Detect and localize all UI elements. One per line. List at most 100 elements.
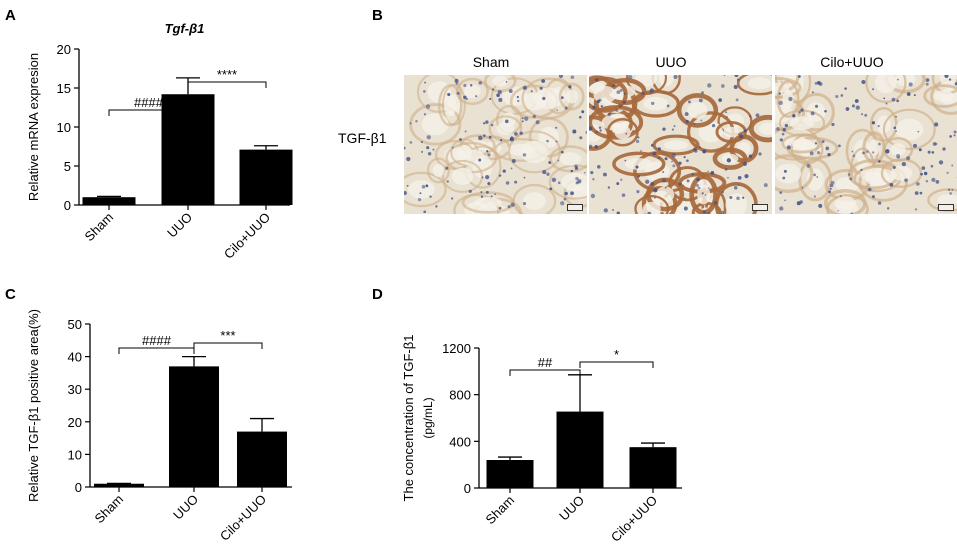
chart-a-significance-label: **** xyxy=(217,67,237,82)
nucleus xyxy=(814,81,818,85)
nucleus xyxy=(723,75,726,77)
nucleus xyxy=(420,141,423,144)
tubule-lumen xyxy=(565,89,579,104)
nucleus xyxy=(549,187,553,191)
nucleus xyxy=(516,99,520,103)
micrograph-cilo-uuo xyxy=(775,75,957,214)
nucleus xyxy=(511,158,516,163)
nucleus xyxy=(783,169,787,173)
nucleus xyxy=(827,152,831,157)
nucleus xyxy=(532,114,536,119)
nucleus xyxy=(535,120,540,125)
nucleus xyxy=(698,98,703,103)
chart-d-significance-bracket xyxy=(509,369,581,376)
nucleus xyxy=(446,180,449,183)
nucleus xyxy=(652,151,657,156)
nucleus xyxy=(737,175,742,180)
chart-c-y-tick-label: 30 xyxy=(68,382,82,397)
nucleus xyxy=(779,138,783,142)
nucleus xyxy=(664,157,668,161)
nucleus xyxy=(913,143,917,148)
nucleus xyxy=(891,97,896,102)
nucleus xyxy=(425,104,431,109)
nucleus xyxy=(697,186,701,190)
nucleus xyxy=(724,167,728,171)
tubule-lumen xyxy=(451,167,474,185)
chart-d-significance-label: ## xyxy=(538,355,553,370)
nucleus xyxy=(455,82,458,85)
nucleus xyxy=(684,112,689,116)
chart-a-tgf-b1-mrna: Tgf-β1 0 5 10 15 20 Relative mRNA expresion Sha… xyxy=(26,21,293,262)
chart-a-y-tick-label: 20 xyxy=(57,42,71,57)
nucleus xyxy=(673,75,678,80)
nucleus xyxy=(885,102,888,105)
nucleus xyxy=(599,129,602,132)
nucleus xyxy=(860,168,863,172)
nucleus xyxy=(839,195,842,198)
nucleus xyxy=(583,171,586,174)
nucleus xyxy=(598,126,602,129)
chart-d-bar-cilo-uuo xyxy=(629,447,677,488)
nucleus xyxy=(798,75,801,78)
chart-c-y-tick-label: 20 xyxy=(68,415,82,430)
nucleus xyxy=(809,151,814,156)
chart-d-significance-label: * xyxy=(614,347,619,362)
nucleus xyxy=(684,197,686,200)
nucleus xyxy=(650,182,655,186)
nucleus xyxy=(949,135,952,138)
nucleus xyxy=(867,187,872,192)
nucleus xyxy=(481,176,484,179)
nucleus xyxy=(678,161,682,165)
nucleus xyxy=(720,84,725,88)
nucleus xyxy=(850,212,853,214)
nucleus xyxy=(744,174,749,179)
tubule-lumen xyxy=(937,194,957,206)
nucleus xyxy=(546,139,549,143)
nucleus xyxy=(734,75,739,78)
nucleus xyxy=(792,114,796,118)
nucleus xyxy=(551,177,557,182)
nucleus xyxy=(693,123,696,125)
nucleus xyxy=(623,92,627,95)
chart-d-x-tick-label-sham: Sham xyxy=(482,493,517,528)
nucleus xyxy=(556,109,559,112)
nucleus xyxy=(736,196,740,201)
nucleus xyxy=(615,108,619,112)
chart-a-significance-bracket xyxy=(108,109,189,116)
nucleus xyxy=(432,148,435,151)
tubule-lumen xyxy=(789,116,815,131)
micrograph-uuo xyxy=(589,75,772,214)
tubule xyxy=(823,189,867,214)
chart-c-significance-label: #### xyxy=(142,333,172,348)
chart-a-y-tick-label: 0 xyxy=(64,198,71,213)
nucleus xyxy=(498,174,502,177)
nucleus xyxy=(934,122,939,127)
nucleus xyxy=(664,186,667,189)
nucleus xyxy=(779,191,783,194)
nucleus xyxy=(485,175,490,180)
tubule xyxy=(612,151,666,177)
tubule-lumen xyxy=(496,121,515,136)
nucleus xyxy=(733,186,738,190)
nucleus xyxy=(800,108,804,112)
nucleus xyxy=(621,193,626,197)
nucleus xyxy=(938,160,944,165)
nucleus xyxy=(889,183,894,187)
nucleus xyxy=(707,170,709,173)
nucleus xyxy=(877,201,882,205)
nucleus xyxy=(935,180,940,184)
nucleus xyxy=(662,127,666,131)
nucleus xyxy=(904,178,908,182)
nucleus xyxy=(696,177,700,181)
nucleus xyxy=(742,161,748,166)
nucleus xyxy=(896,154,901,159)
nucleus xyxy=(883,97,886,100)
tubule-lumen xyxy=(864,172,890,186)
nucleus xyxy=(685,119,689,124)
nucleus xyxy=(488,135,492,139)
tubule xyxy=(463,145,502,189)
nucleus xyxy=(893,126,897,130)
nucleus xyxy=(451,146,454,149)
nucleus xyxy=(607,186,611,189)
nucleus xyxy=(913,94,916,97)
